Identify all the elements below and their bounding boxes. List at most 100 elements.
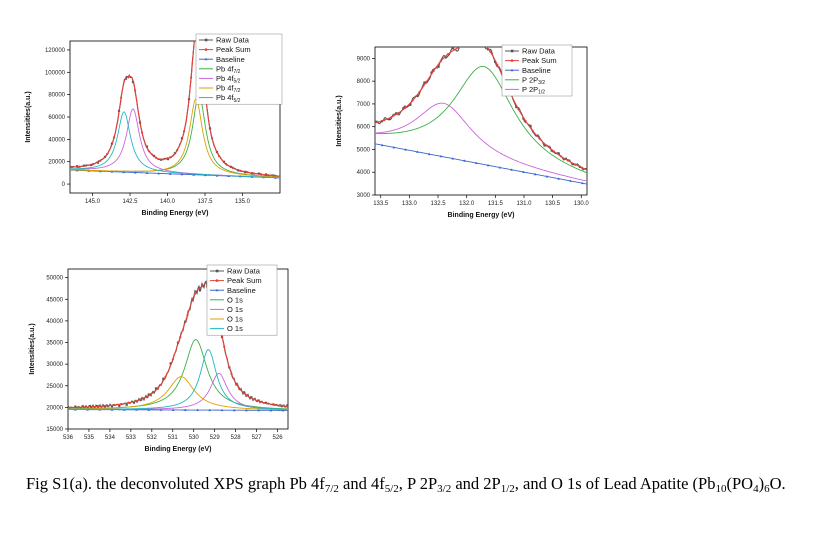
series-marker	[195, 27, 197, 29]
series-marker	[475, 40, 477, 42]
legend-marker	[510, 49, 514, 53]
legend-marker	[510, 59, 514, 62]
series-marker	[155, 156, 158, 159]
caption-subscript: 7/2	[324, 483, 339, 495]
series-line-5	[70, 98, 280, 178]
series-marker	[147, 393, 150, 397]
series-marker	[269, 408, 273, 412]
series-marker	[473, 40, 475, 42]
caption-subscript: 4	[753, 483, 759, 495]
series-marker	[533, 172, 537, 176]
series-marker	[571, 163, 574, 166]
series-marker	[105, 404, 108, 407]
series-marker	[522, 170, 525, 173]
figure-caption: Fig S1(a). the deconvoluted XPS graph Pb…	[26, 473, 816, 495]
series-marker	[466, 45, 468, 47]
y-tick-label: 60000	[48, 115, 65, 121]
legend-label-text: P 2P	[522, 85, 538, 94]
series-marker	[543, 144, 546, 147]
caption-text: O.	[769, 474, 786, 493]
caption-text: and 4f	[338, 474, 385, 493]
series-marker	[198, 289, 202, 292]
series-marker	[480, 39, 482, 41]
series-line-1	[68, 282, 288, 409]
x-axis-label: Binding Energy (eV)	[448, 212, 515, 219]
series-marker	[192, 173, 195, 176]
legend-label-text: O 1s	[227, 295, 243, 304]
series-line-6	[70, 111, 280, 179]
legend-label: O 1s	[227, 305, 243, 314]
legend-label-subscript: 7/2	[234, 69, 241, 75]
series-marker	[550, 149, 553, 152]
series-marker	[74, 405, 77, 408]
x-tick-label: 132.0	[459, 201, 475, 207]
series-marker	[159, 408, 163, 411]
series-line-4	[70, 108, 280, 179]
legend-label-text: Pb 4f	[216, 74, 234, 83]
series-marker	[169, 362, 172, 365]
x-tick-label: 529	[210, 435, 221, 441]
legend-label: O 1s	[227, 315, 243, 324]
series-marker	[120, 402, 123, 406]
legend-label-subscript: 5/2	[234, 79, 241, 85]
series-marker	[110, 405, 114, 408]
plot-area	[375, 39, 587, 185]
x-tick-label: 142.5	[122, 199, 138, 205]
chart-o-1s-svg: 536 535 534 533 532 531 530 529 528 527 526 15000 20…	[29, 264, 289, 453]
x-tick-label: 131.0	[516, 201, 532, 207]
caption-subscript: 1/2	[500, 483, 515, 495]
series-marker	[267, 174, 270, 177]
x-tick-label: 534	[105, 435, 116, 441]
legend-label: O 1s	[227, 295, 243, 304]
series-marker	[425, 80, 428, 83]
y-tick-label: 3000	[357, 193, 371, 199]
series-marker	[184, 408, 187, 412]
x-tick-label: 133.0	[402, 201, 418, 207]
caption-subscript: 5/2	[384, 483, 399, 495]
series-marker	[559, 155, 562, 158]
series-marker	[468, 41, 470, 43]
legend-marker	[510, 68, 514, 72]
series-line-5	[68, 376, 288, 411]
series-marker	[453, 48, 456, 51]
x-tick-label: 135.0	[235, 199, 251, 205]
series-marker	[171, 408, 175, 411]
series-marker	[580, 166, 584, 169]
series-marker	[245, 408, 248, 412]
series-marker	[83, 405, 86, 409]
series-marker	[183, 130, 186, 133]
series-marker	[148, 150, 151, 153]
legend-label: O 1s	[227, 324, 243, 333]
series-marker	[134, 89, 137, 92]
series-marker	[208, 408, 212, 412]
chart-o-1s: 536 535 534 533 532 531 530 529 528 527 526 15000 20…	[28, 258, 290, 468]
series-marker	[162, 377, 165, 380]
series-marker	[404, 106, 407, 109]
series-marker	[267, 402, 270, 405]
legend-label-text: Baseline	[216, 55, 245, 64]
series-marker	[218, 154, 221, 158]
series-marker	[397, 112, 400, 115]
legend-label: Peak Sum	[227, 276, 262, 285]
series-marker	[176, 149, 179, 152]
series-marker	[196, 408, 199, 412]
y-tick-label: 120000	[45, 48, 66, 54]
y-tick-label: 20000	[48, 160, 65, 166]
y-tick-label: 50000	[46, 276, 63, 282]
legend-label-text: Pb 4f	[216, 64, 234, 73]
series-marker	[69, 406, 72, 409]
series-marker	[220, 408, 224, 412]
legend-label: Pb 4f7/2	[216, 84, 241, 95]
caption-text: and 2P	[451, 474, 501, 493]
x-tick-label: 133.5	[373, 201, 389, 207]
y-tick-label: 80000	[48, 93, 65, 99]
y-tick-label: 100000	[45, 70, 66, 76]
caption-subscript: 3/2	[437, 483, 452, 495]
caption-subscript: 6	[764, 483, 770, 495]
series-marker	[439, 60, 442, 63]
caption-subscript: 10	[715, 483, 727, 495]
series-marker	[127, 401, 130, 404]
legend-label: Raw Data	[227, 267, 261, 276]
series-marker	[149, 393, 152, 396]
series-marker	[162, 158, 165, 161]
